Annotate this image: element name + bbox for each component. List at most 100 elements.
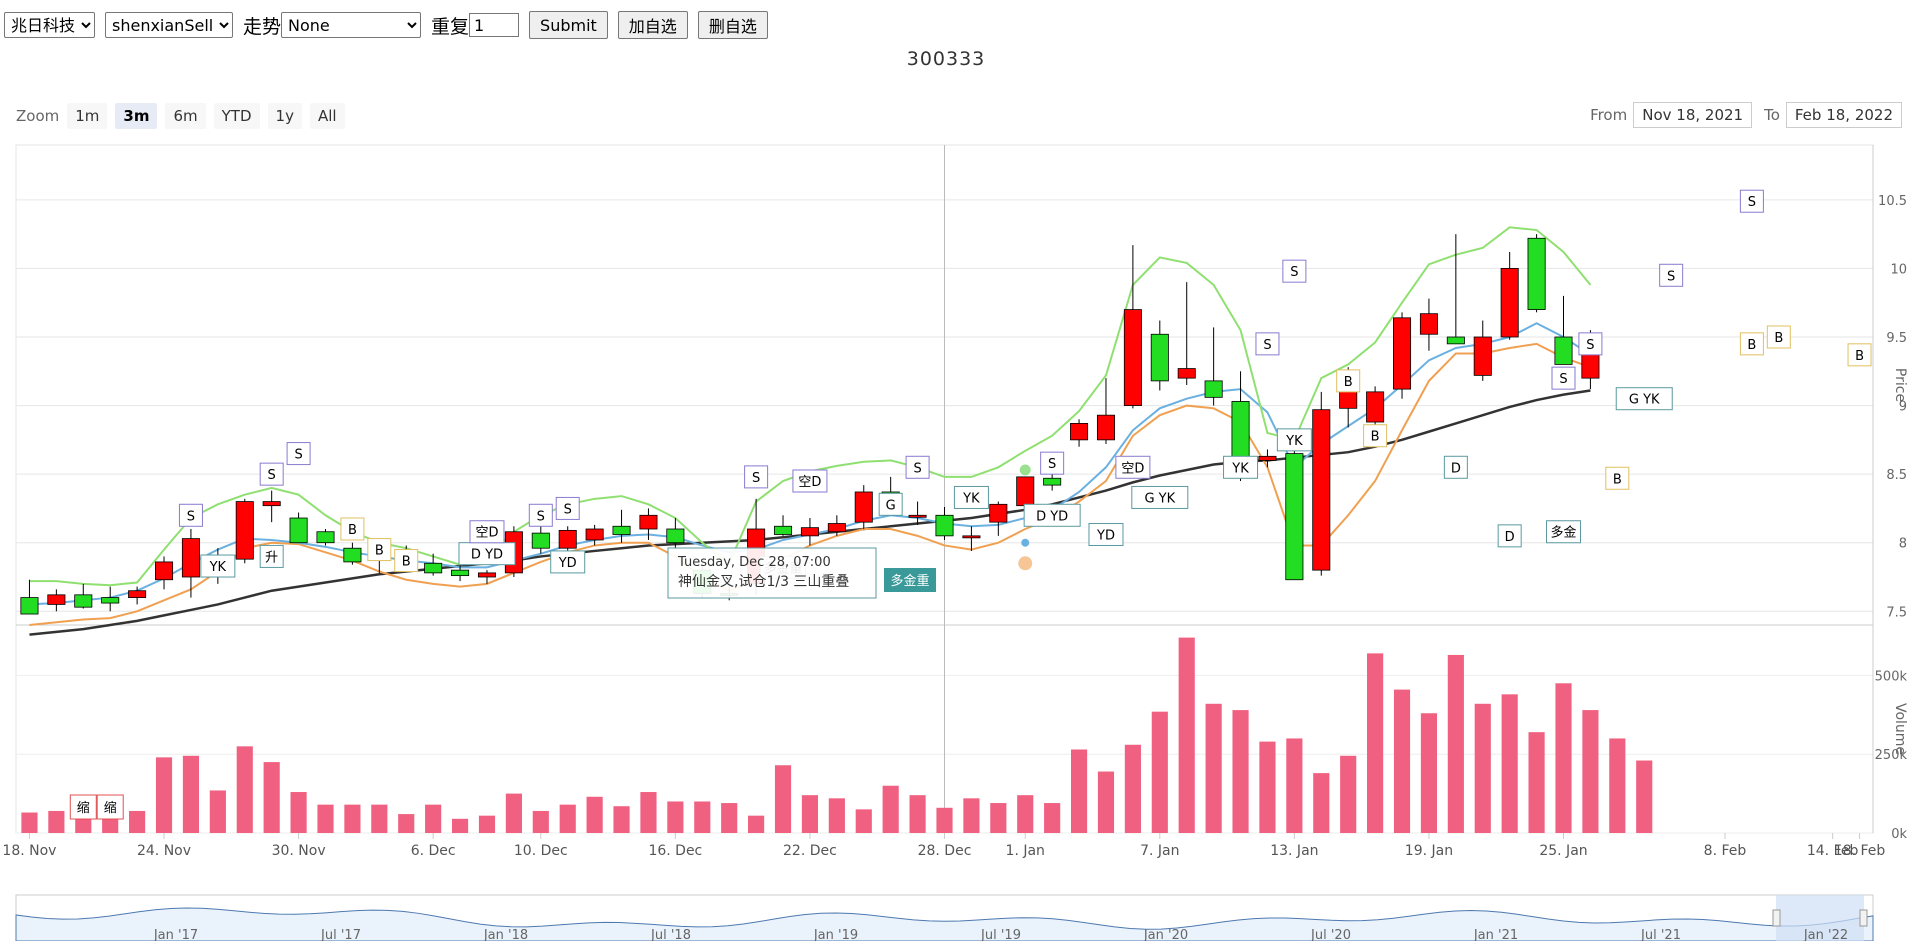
candle-body [1016, 476, 1035, 507]
candle-body [989, 503, 1008, 523]
navigator-selection [1776, 895, 1864, 941]
x-tick-label: 6. Dec [411, 843, 456, 859]
candle-body [1446, 336, 1465, 345]
sell-flag-label: S [268, 468, 276, 483]
volume-bar [1340, 755, 1357, 833]
add-favorite-button[interactable]: 加自选 [617, 11, 688, 39]
volume-bar [209, 790, 226, 833]
stock-select[interactable]: 兆日科技 [4, 12, 95, 38]
volume-axis-label: Volume [1892, 703, 1908, 755]
signal-flag-box [1546, 520, 1581, 544]
sell-flag-label: S [1290, 265, 1298, 280]
x-tick-label: 18. Feb [1834, 843, 1886, 859]
buy-flag-box [1363, 424, 1388, 448]
candle-body [639, 514, 658, 530]
strategy-select[interactable]: shenxianSell [105, 12, 233, 38]
navigator-label: Jan '21 [1473, 928, 1518, 941]
signal-flag-label: D YD [1036, 509, 1068, 524]
navigator-label: Jan '22 [1803, 928, 1848, 941]
volume-bar [559, 804, 576, 833]
buy-flag-label: B [402, 555, 411, 570]
candle-body [558, 529, 577, 549]
volume-bar [102, 818, 119, 833]
volume-bar [478, 815, 496, 833]
price-tick-label: 10.5 [1878, 194, 1907, 209]
short-flag-box [792, 469, 828, 493]
candle-body [74, 594, 93, 608]
candle-body [1527, 237, 1546, 310]
to-date-input[interactable]: Feb 18, 2022 [1785, 102, 1902, 128]
volume-bar [936, 807, 953, 833]
navigator-label: Jul '21 [1640, 928, 1681, 941]
buy-flag-box [1336, 369, 1361, 393]
candle-body [1150, 333, 1169, 382]
x-tick-label: 25. Jan [1539, 843, 1587, 859]
candle-body [1419, 313, 1438, 335]
from-date-input[interactable]: Nov 18, 2021 [1633, 102, 1753, 128]
signal-flag-box [953, 485, 989, 509]
remove-favorite-button[interactable]: 删自选 [697, 11, 768, 39]
signal-flag-box [1223, 455, 1259, 479]
repeat-input[interactable] [469, 13, 520, 37]
volume-bar [640, 792, 657, 833]
volume-bar [1313, 773, 1330, 833]
candle-body [1258, 455, 1277, 461]
sell-flag-box [1255, 332, 1280, 356]
candle-body [1554, 336, 1573, 365]
volume-bar [371, 804, 388, 833]
sell-flag-box [259, 462, 284, 486]
sell-flag-box [1578, 332, 1603, 356]
submit-button[interactable]: Submit [529, 11, 608, 39]
candle-body [1043, 477, 1062, 486]
x-tick-label: 1. Jan [1006, 843, 1045, 859]
candle-body [451, 569, 470, 577]
signal-flag-label: YK [1285, 434, 1303, 449]
dark-flag-box [884, 568, 936, 592]
signal-flag-label: D YD [471, 548, 503, 563]
volume-bar [425, 804, 442, 833]
x-tick-label: 19. Jan [1405, 843, 1453, 859]
sell-flag-box [1551, 366, 1576, 390]
volume-flag-label: 缩 [104, 800, 117, 816]
sell-flag-label: S [1263, 338, 1271, 353]
zoom-1y-button[interactable]: 1y [267, 103, 302, 129]
volume-bar [882, 785, 899, 833]
tooltip-text: 神仙金叉,试仓1/3 三山重叠 [678, 574, 849, 590]
buy-flag-label: B [348, 523, 357, 538]
zoom-6m-button[interactable]: 6m [165, 103, 206, 129]
volume-bar [451, 818, 469, 833]
volume-bar [1367, 653, 1384, 833]
to-label: To [1764, 106, 1780, 124]
candle-body [854, 491, 873, 523]
x-tick-label: 30. Nov [272, 843, 326, 859]
volume-bar [828, 798, 845, 833]
zoom-ytd-button[interactable]: YTD [213, 103, 260, 129]
navigator-handle-right [1859, 909, 1868, 927]
zoom-3m-button[interactable]: 3m [115, 103, 158, 129]
volume-bar [182, 755, 200, 833]
volume-bar [1555, 683, 1572, 833]
zoom-all-button[interactable]: All [309, 103, 345, 129]
volume-bar [1205, 703, 1222, 833]
buy-flag-label: B [1855, 349, 1864, 364]
signal-flag-label: D [1505, 530, 1515, 545]
candle-body [155, 561, 174, 581]
trend-select[interactable]: None [281, 12, 422, 38]
buy-flag-box [367, 538, 392, 562]
zoom-1m-button[interactable]: 1m [67, 103, 108, 129]
volume-tick-label: 500k [1875, 669, 1908, 684]
candle-body [935, 514, 954, 537]
volume-bar [1259, 741, 1276, 833]
toolbar: 兆日科技 shenxianSell 走势 None 重复 Submit 加自选 … [4, 10, 768, 40]
buy-flag-label: B [375, 544, 384, 559]
candle-body [20, 597, 39, 615]
volume-bar [1124, 744, 1141, 833]
signal-flag-box [1088, 522, 1124, 546]
candle-body [1231, 401, 1250, 461]
candle-body [316, 531, 335, 544]
candle-body [477, 572, 496, 578]
navigator-series [15, 907, 1874, 941]
volume-bar [1582, 710, 1599, 833]
volume-bar [1070, 749, 1088, 833]
